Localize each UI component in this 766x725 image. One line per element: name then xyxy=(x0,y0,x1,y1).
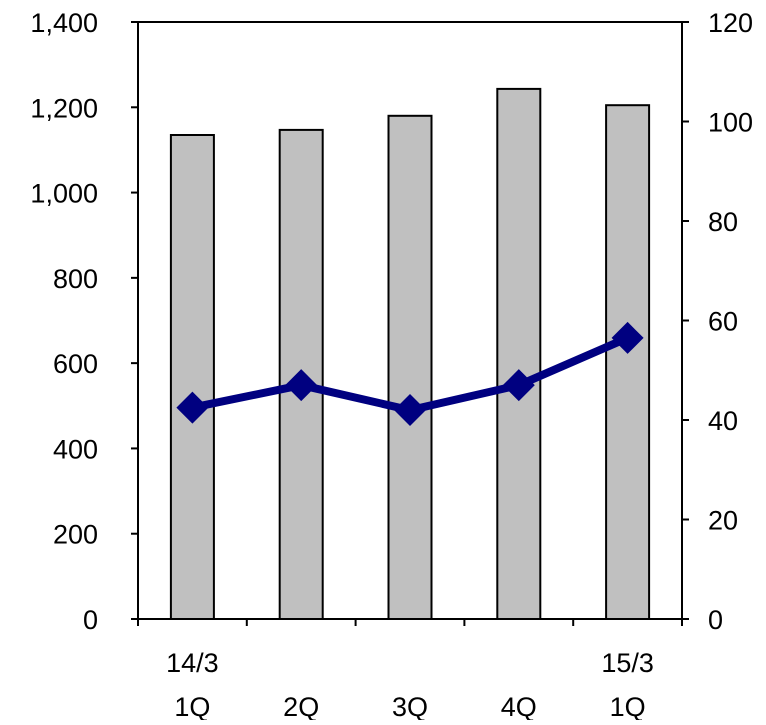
category-quarter-label: 3Q xyxy=(392,692,428,720)
left-tick-label: 400 xyxy=(53,434,98,464)
left-tick-label: 200 xyxy=(53,520,98,550)
line-marker-2 xyxy=(285,369,318,402)
right-tick-label: 20 xyxy=(708,506,738,536)
bar-2 xyxy=(278,128,324,620)
category-quarter-label: 4Q xyxy=(501,692,537,720)
line-marker-5 xyxy=(611,321,644,354)
line-marker-4 xyxy=(502,369,535,402)
left-tick-label: 1,400 xyxy=(30,8,98,38)
bar-5 xyxy=(605,104,651,620)
right-tick-label: 120 xyxy=(708,8,753,38)
category-quarter-label: 1Q xyxy=(174,692,210,720)
labels-layer: 0 200 400 600 800 1,000 1,200 1,400 0 20 40 60 80 100… xyxy=(30,8,753,722)
line-marker-1 xyxy=(176,391,209,424)
left-tick-label: 800 xyxy=(53,264,98,294)
left-tick-label: 1,000 xyxy=(30,179,98,209)
category-year-label: 14/3 xyxy=(166,648,219,678)
left-tick-label: 600 xyxy=(53,349,98,379)
right-tick-label: 80 xyxy=(708,207,738,237)
right-tick-label: 40 xyxy=(708,406,738,436)
bar-1 xyxy=(169,134,215,620)
bar-3 xyxy=(387,114,433,621)
right-tick-label: 60 xyxy=(708,307,738,337)
right-tick-label: 0 xyxy=(708,605,723,635)
left-tick-label: 0 xyxy=(83,605,98,635)
axes-layer xyxy=(131,21,689,626)
right-tick-label: 100 xyxy=(708,108,753,138)
category-year-label: 15/3 xyxy=(601,648,654,678)
bar-4 xyxy=(496,87,542,620)
line-marker-3 xyxy=(394,394,426,427)
line-layer xyxy=(176,321,644,427)
left-tick-label: 1,200 xyxy=(30,93,98,123)
category-quarter-label: 2Q xyxy=(283,692,319,720)
bars-layer xyxy=(169,87,651,621)
category-quarter-label: 1Q xyxy=(610,692,646,720)
